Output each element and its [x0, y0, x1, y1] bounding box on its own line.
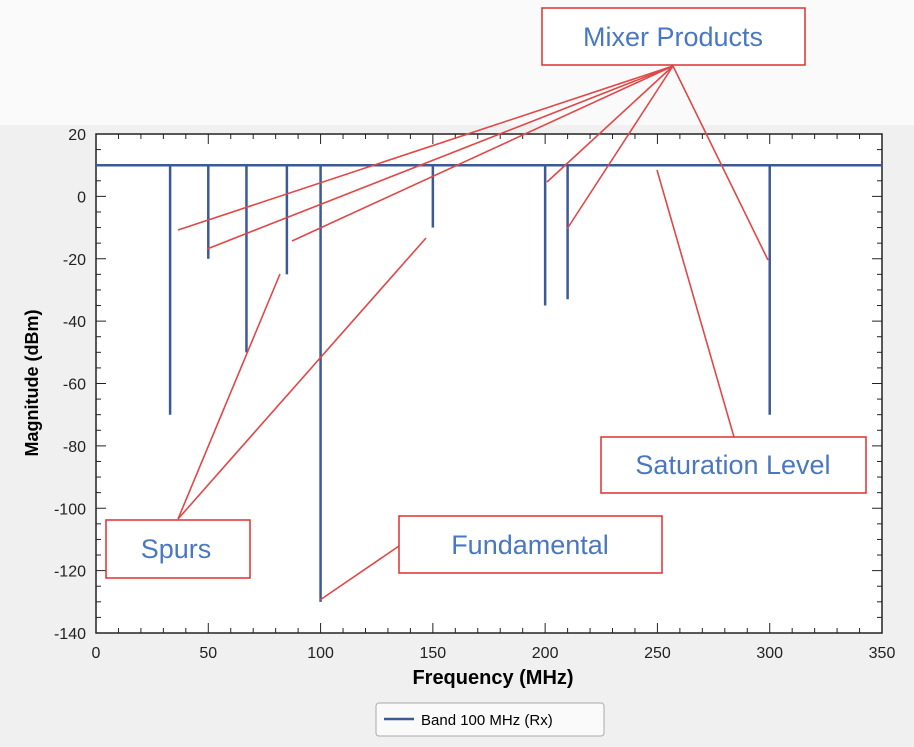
- annotation-spurs: Spurs: [105, 519, 251, 579]
- annotation-mixer-products: Mixer Products: [541, 7, 806, 66]
- legend: Band 100 MHz (Rx): [375, 702, 605, 737]
- x-tick-label: 200: [532, 645, 559, 662]
- svg-text:Mixer Products: Mixer Products: [583, 22, 763, 52]
- legend-label: Band 100 MHz (Rx): [421, 712, 553, 729]
- y-tick-label: -20: [63, 252, 86, 269]
- x-tick-label: 100: [307, 645, 334, 662]
- svg-text:Fundamental: Fundamental: [451, 530, 609, 560]
- x-tick-label: 0: [92, 645, 101, 662]
- x-tick-label: 350: [869, 645, 896, 662]
- annotation-saturation-level: Saturation Level: [600, 436, 867, 494]
- x-tick-label: 50: [199, 645, 217, 662]
- y-axis-label: Magnitude (dBm): [22, 310, 42, 457]
- x-tick-label: 300: [756, 645, 783, 662]
- y-tick-label: -80: [63, 439, 86, 456]
- y-tick-label: 0: [77, 189, 86, 206]
- svg-text:Saturation Level: Saturation Level: [635, 450, 830, 480]
- y-tick-label: -60: [63, 377, 86, 394]
- x-tick-label: 150: [420, 645, 447, 662]
- annotation-fundamental: Fundamental: [398, 515, 663, 574]
- x-axis-label: Frequency (MHz): [412, 667, 573, 689]
- svg-text:Spurs: Spurs: [141, 534, 212, 564]
- y-tick-label: -100: [54, 501, 86, 518]
- y-tick-label: 20: [68, 127, 86, 144]
- y-tick-label: -40: [63, 314, 86, 331]
- x-tick-label: 250: [644, 645, 671, 662]
- y-tick-label: -120: [54, 564, 86, 581]
- annotation-leaders: [177, 65, 769, 601]
- y-tick-label: -140: [54, 626, 86, 643]
